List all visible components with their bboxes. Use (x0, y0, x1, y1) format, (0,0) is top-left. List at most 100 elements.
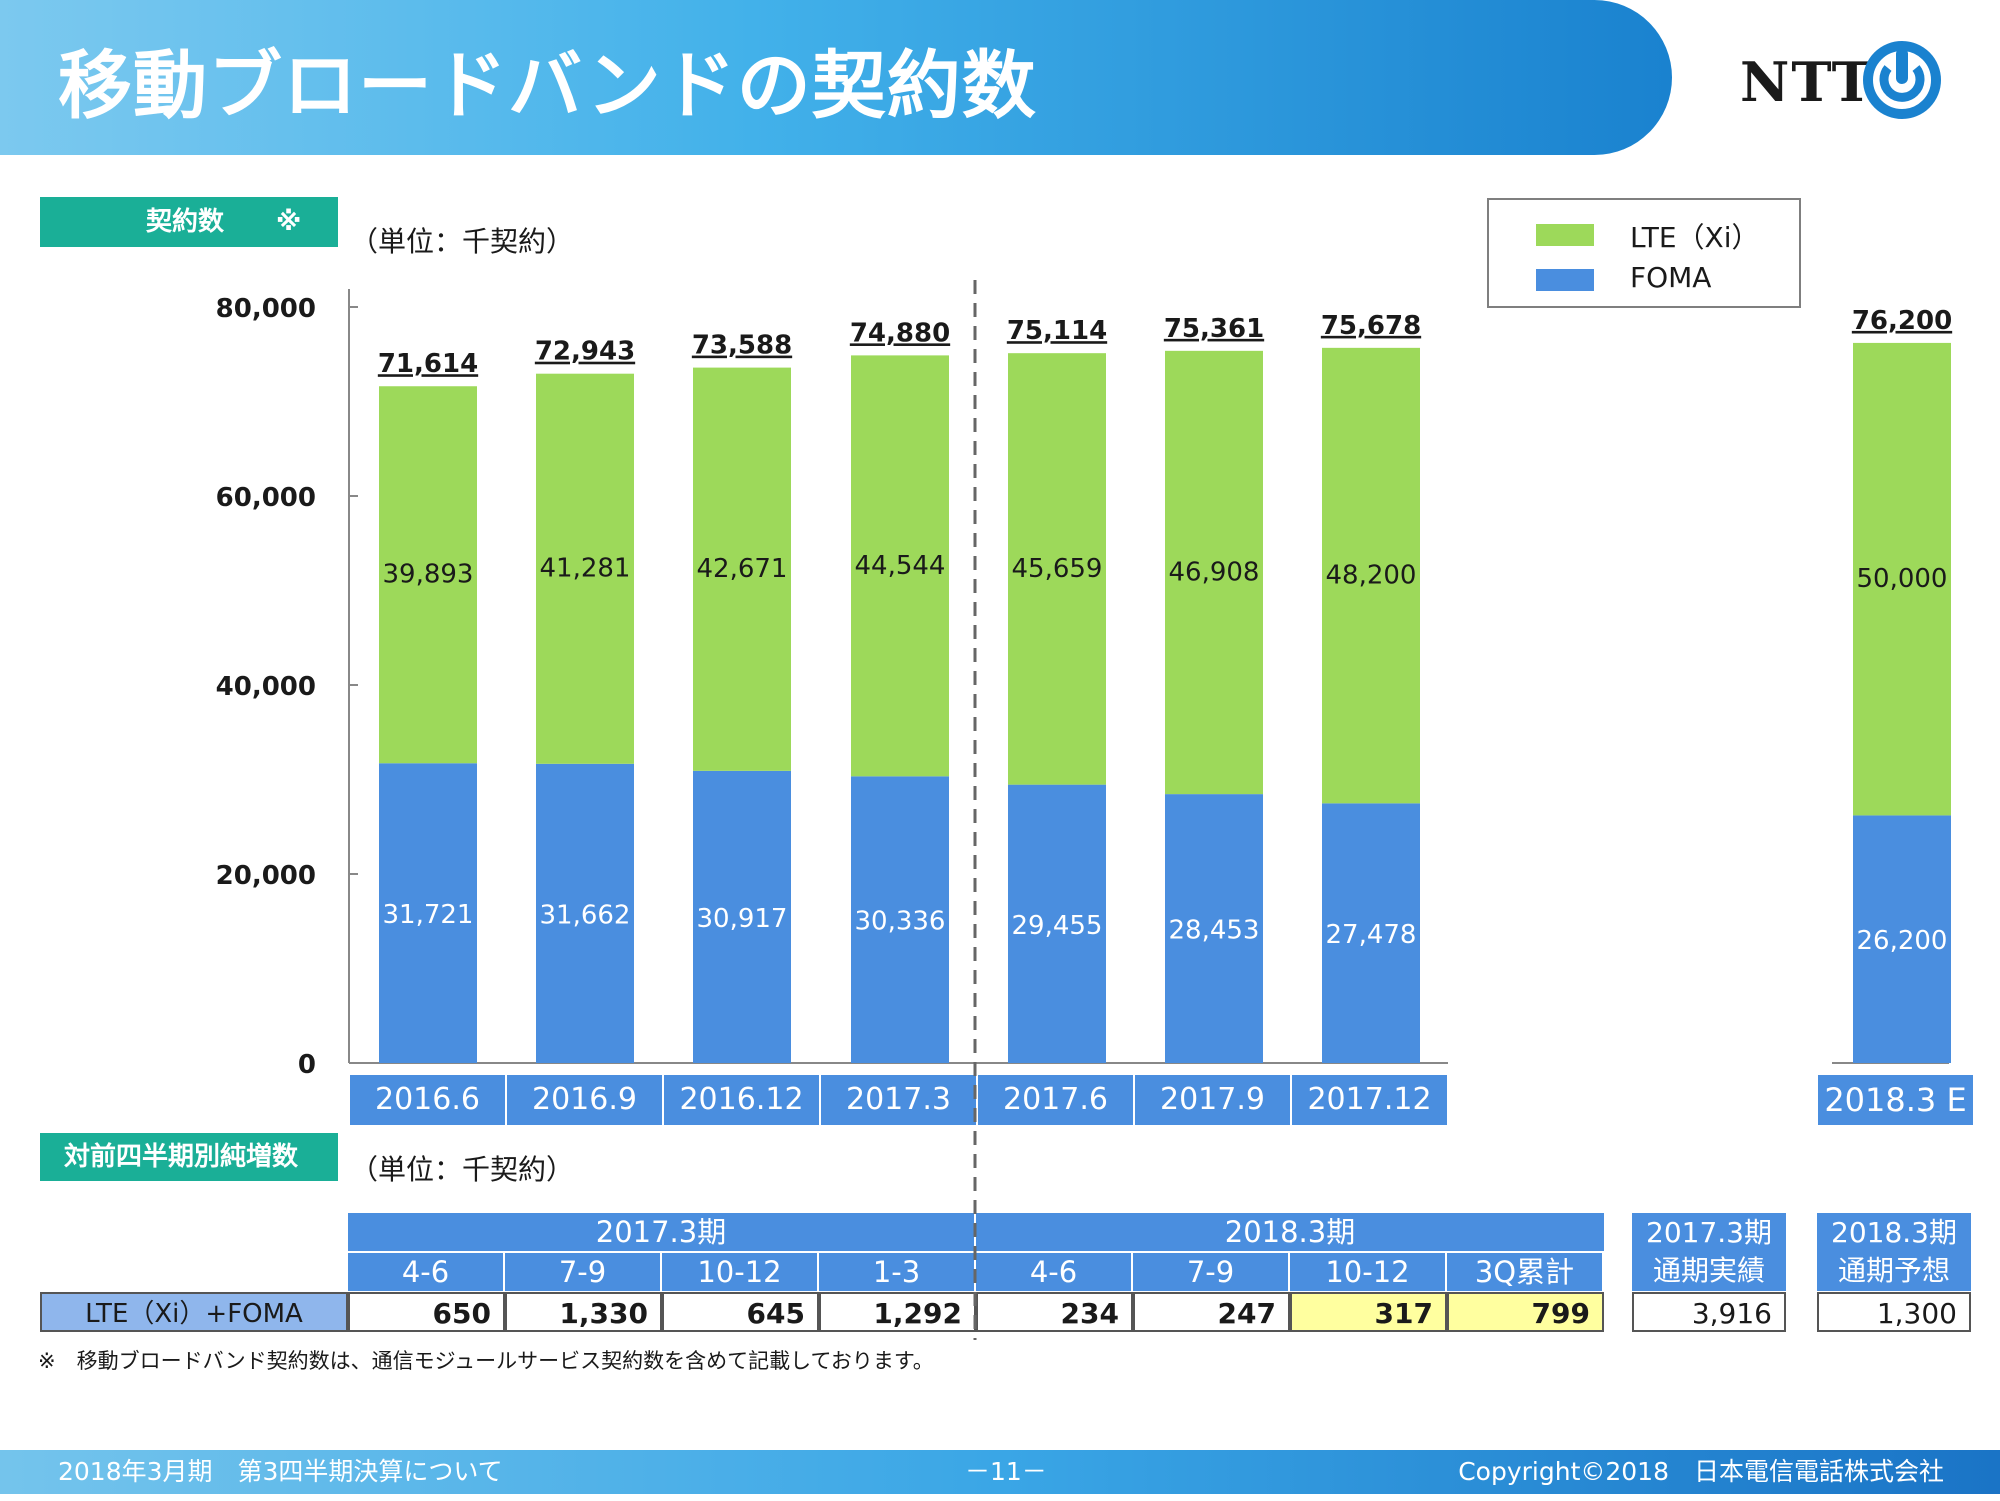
lte-bar (379, 386, 477, 764)
stacked-bar-chart: 0 20,000 40,000 60,000 80,000 31,721 39,893 71… (216, 289, 1952, 1080)
total-value-label: 75,114 (1007, 316, 1107, 346)
foma-bar (536, 763, 634, 1063)
foma-value-label: 27,478 (1326, 920, 1417, 950)
category-label: 2017.9 (1135, 1075, 1292, 1125)
lte-bar (1322, 347, 1420, 804)
lte-bar (1008, 353, 1106, 785)
lte-bar (536, 373, 634, 764)
y-tick-label: 40,000 (216, 672, 316, 702)
quarter-header: 1-3 (819, 1253, 976, 1291)
quarter-header: 10-12 (662, 1253, 819, 1291)
quarter-header: 7-9 (505, 1253, 662, 1291)
lte-value-label: 44,544 (855, 551, 946, 581)
foma-legend-label: FOMA (1630, 261, 1712, 294)
contracts-unit-label: （単位：千契約） (350, 225, 575, 258)
lte-value-label: 50,000 (1857, 564, 1948, 594)
ntt-logo-text: NTT (1740, 50, 1874, 114)
total-value-label: 72,943 (535, 337, 635, 367)
category-label: 2016.12 (664, 1075, 821, 1125)
lte-value-label: 39,893 (383, 560, 474, 590)
summary-header-line1: 2017.3期 (1646, 1216, 1772, 1249)
foma-bar (851, 776, 949, 1063)
footer-copyright: Copyright©2018 日本電信電話株式会社 (1458, 1457, 1944, 1486)
lte-legend-label: LTE（Xi） (1630, 221, 1760, 254)
quarter-header: 3Q累計 (1447, 1253, 1604, 1291)
foma-value-label: 26,200 (1857, 926, 1948, 956)
foma-value-label: 31,662 (540, 900, 631, 930)
category-label: 2016.6 (350, 1075, 507, 1125)
foma-legend-swatch (1536, 269, 1594, 291)
lte-value-label: 42,671 (697, 554, 788, 584)
title-banner: 移動ブロードバンドの契約数 (0, 0, 1672, 155)
footer-bar: 2018年3月期 第3四半期決算について －11－ Copyright©2018… (0, 1450, 2000, 1494)
lte-bar (1853, 342, 1951, 816)
foma-bar (1853, 815, 1951, 1063)
quarter-header: 4-6 (976, 1253, 1133, 1291)
total-value-label: 74,880 (850, 318, 950, 348)
y-tick-label: 60,000 (216, 483, 316, 513)
foma-value-label: 31,721 (383, 900, 474, 930)
table-value-cell: 1,330 (505, 1292, 662, 1332)
footnote: ※ 移動ブロードバンド契約数は、通信モジュールサービス契約数を含めて記載しており… (38, 1349, 934, 1373)
table-value-cell: 234 (976, 1292, 1133, 1332)
quarter-header: 4-6 (348, 1253, 505, 1291)
foma-value-label: 28,453 (1169, 916, 1260, 946)
y-tick-label: 0 (298, 1050, 316, 1080)
bar-labels: 31,721 39,893 71,614 31,662 41,281 72,943 30,9… (378, 306, 1952, 956)
quarter-header: 10-12 (1290, 1253, 1447, 1291)
table-value-cell: 247 (1133, 1292, 1290, 1332)
foma-value-label: 30,336 (855, 907, 946, 937)
total-value-label: 73,588 (692, 331, 792, 361)
lte-bar (1165, 350, 1263, 795)
summary-header-bg (1632, 1213, 1786, 1291)
summary-value-cell: 1,300 (1817, 1292, 1971, 1332)
foma-bar (379, 763, 477, 1063)
chart-legend: LTE（Xi） FOMA (1487, 198, 1801, 308)
foma-bar (1165, 794, 1263, 1063)
category-label: 2017.6 (978, 1075, 1135, 1125)
category-label: 2017.3 (821, 1075, 978, 1125)
table-row-label: LTE（Xi）+FOMA (40, 1292, 348, 1332)
foma-value-label: 29,455 (1012, 911, 1103, 941)
net-adds-unit-label: （単位：千契約） (350, 1153, 575, 1186)
table-value-cell: 799 (1447, 1292, 1604, 1332)
period-header: 2017.3期 (348, 1213, 976, 1251)
page-title: 移動ブロードバンドの契約数 (58, 43, 1037, 129)
bars (379, 342, 1951, 1063)
total-value-label: 71,614 (378, 349, 478, 379)
footer-page-number: －11－ (965, 1457, 1047, 1486)
foma-bar (693, 770, 791, 1063)
footer-document-title: 2018年3月期 第3四半期決算について (58, 1457, 503, 1486)
table-value-cell: 317 (1290, 1292, 1447, 1332)
lte-value-label: 41,281 (540, 554, 631, 584)
table-value-cell: 1,292 (819, 1292, 976, 1332)
lte-value-label: 45,659 (1012, 554, 1103, 584)
lte-bar (851, 355, 949, 777)
foma-value-label: 30,917 (697, 904, 788, 934)
contracts-section-label: 契約数 ※ (40, 197, 338, 247)
summary-header-bg (1817, 1213, 1971, 1291)
total-value-label: 75,361 (1164, 314, 1264, 344)
y-tick-label: 20,000 (216, 861, 316, 891)
category-label: 2017.12 (1292, 1075, 1449, 1125)
foma-bar (1008, 784, 1106, 1063)
foma-bar (1322, 803, 1420, 1063)
net-adds-section-label: 対前四半期別純増数 (40, 1133, 338, 1181)
summary-header-line2: 通期予想 (1837, 1254, 1950, 1287)
category-label: 2016.9 (507, 1075, 664, 1125)
lte-bar (693, 367, 791, 771)
summary-value-cell: 3,916 (1632, 1292, 1786, 1332)
table-value-cell: 650 (348, 1292, 505, 1332)
lte-value-label: 48,200 (1326, 561, 1417, 591)
table-value-cell: 645 (662, 1292, 819, 1332)
total-value-label: 75,678 (1321, 311, 1421, 341)
lte-value-label: 46,908 (1169, 557, 1260, 587)
summary-header-line2: 通期実績 (1652, 1254, 1765, 1287)
period-header: 2018.3期 (976, 1213, 1604, 1251)
y-tick-label: 80,000 (216, 294, 316, 324)
lte-legend-swatch (1536, 224, 1594, 246)
ntt-logo-icon (1863, 41, 1941, 119)
category-label: 2018.3 E (1818, 1075, 1973, 1125)
summary-header-line1: 2018.3期 (1831, 1216, 1957, 1249)
quarter-header: 7-9 (1133, 1253, 1290, 1291)
